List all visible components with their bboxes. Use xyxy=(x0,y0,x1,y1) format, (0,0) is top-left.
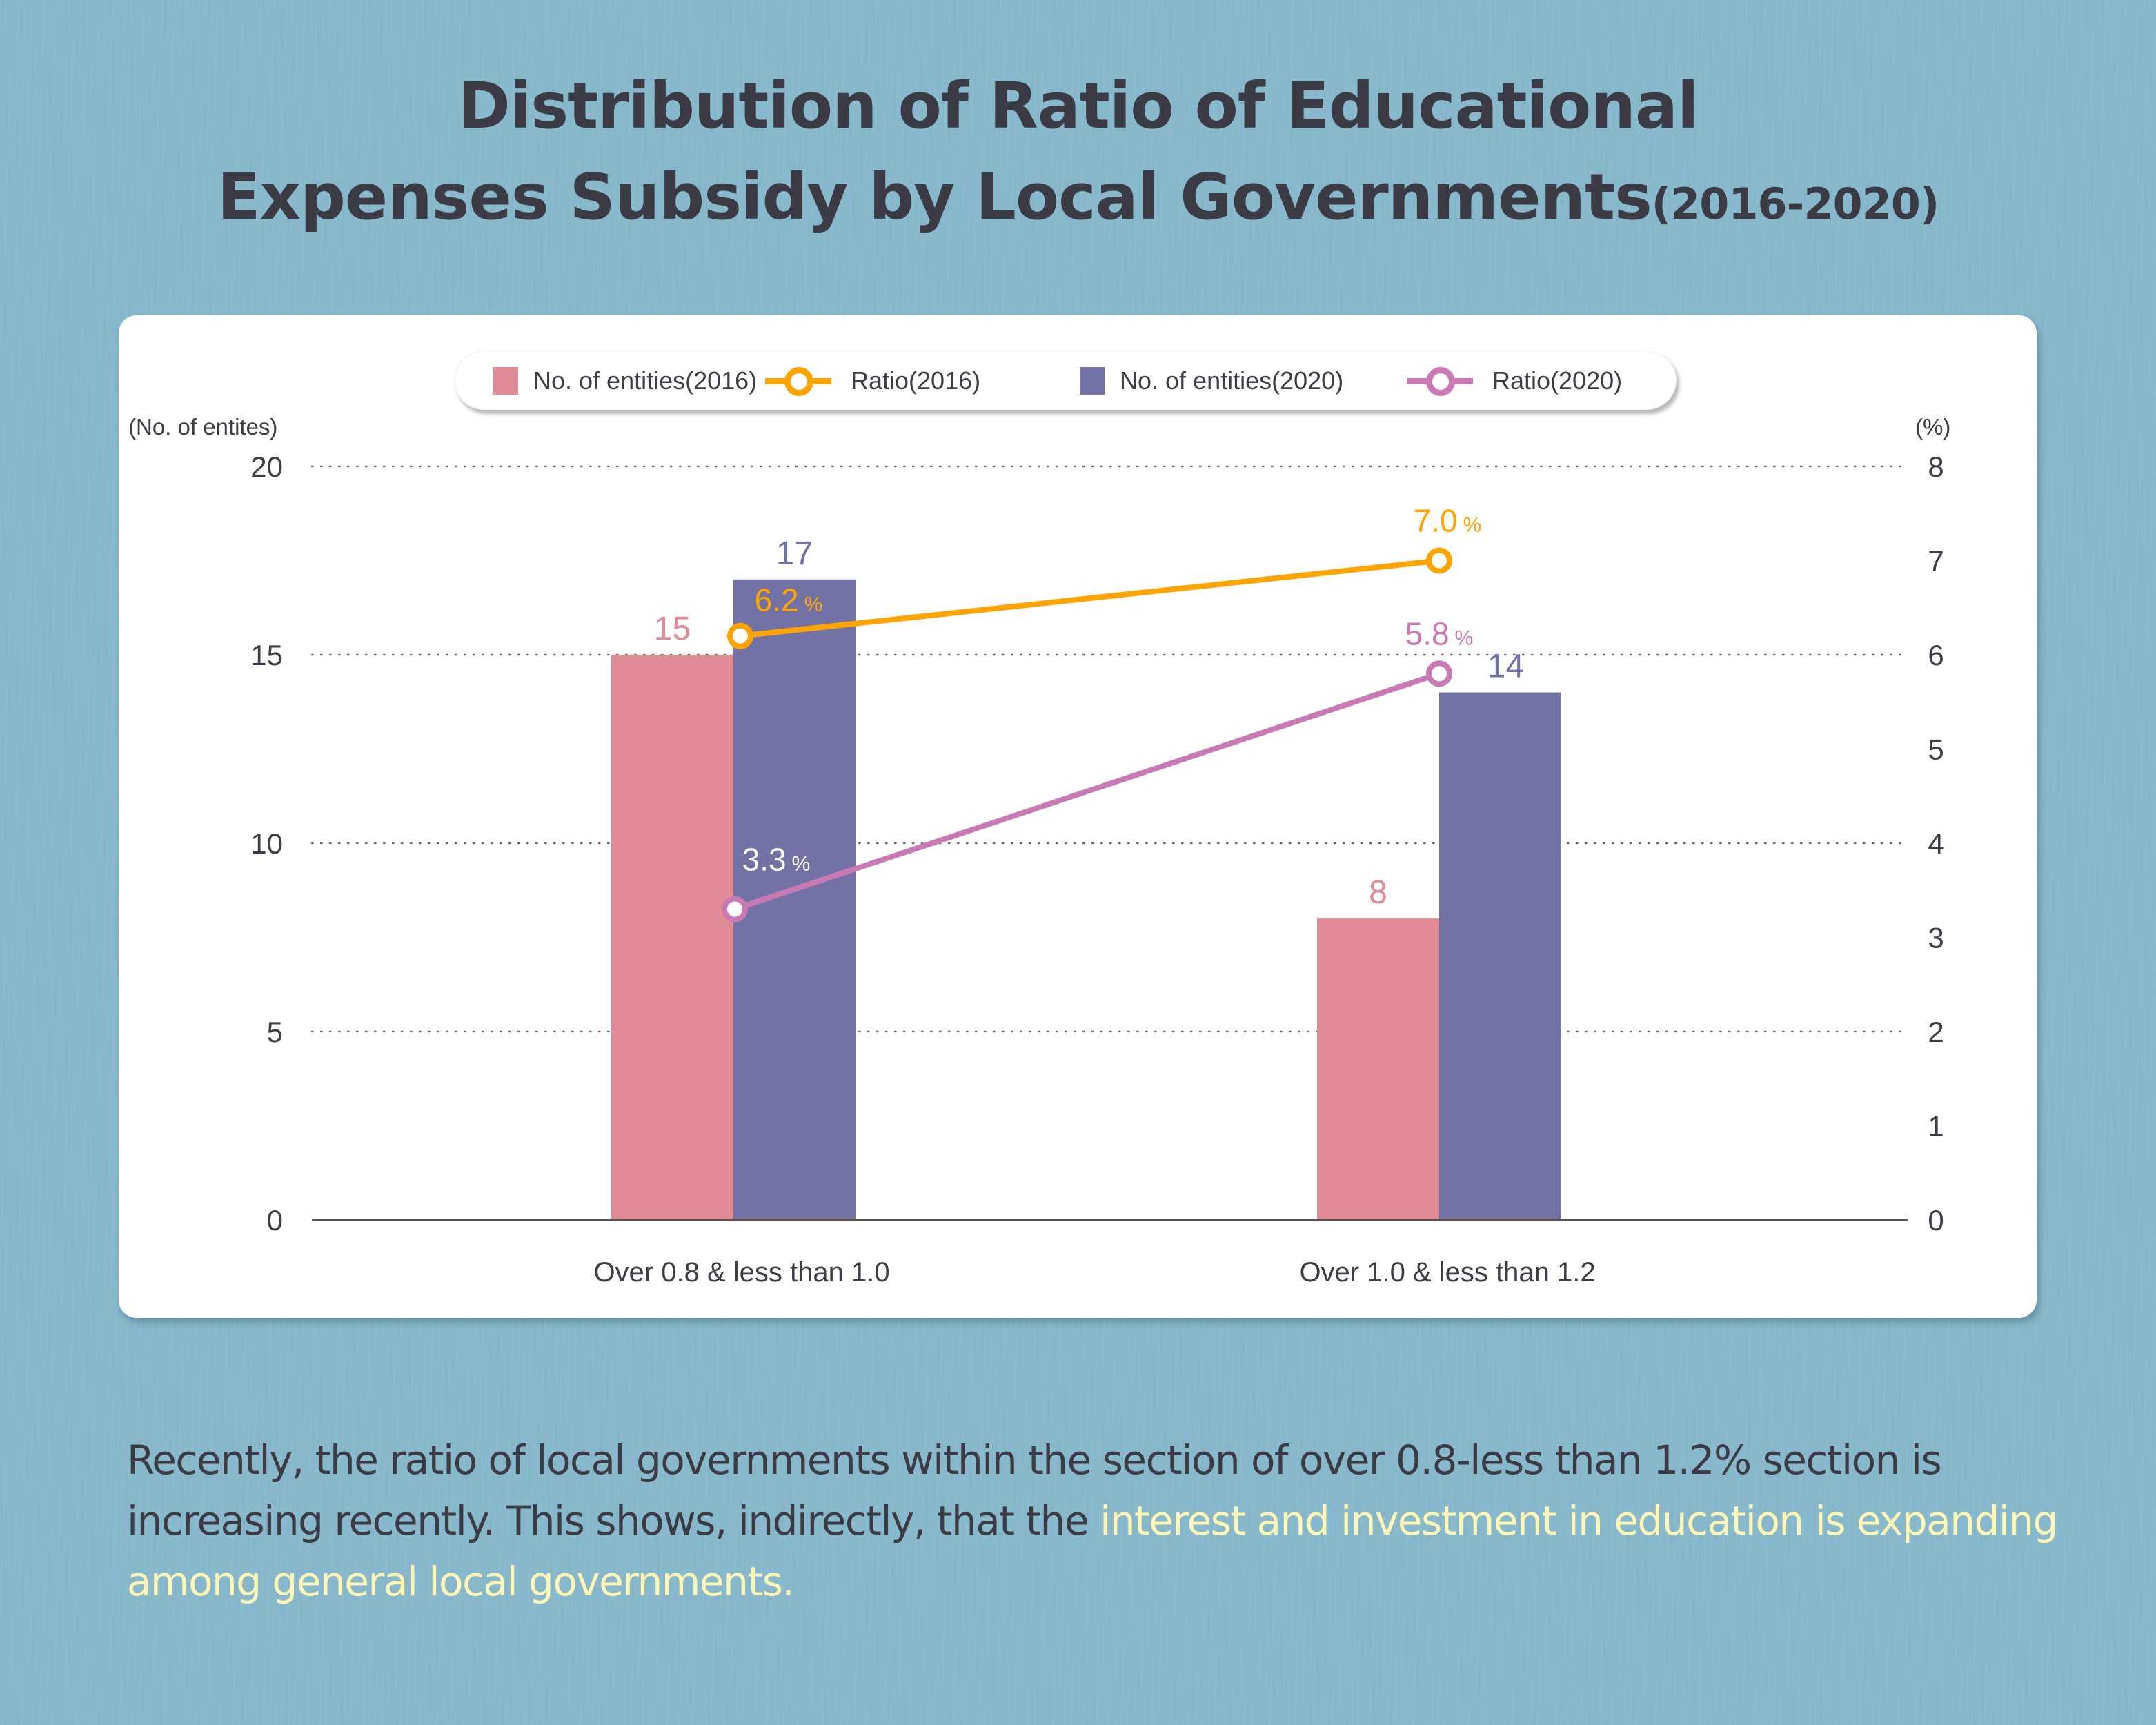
bar-value-label: 15 xyxy=(654,611,691,647)
line-value-label: 5.8% xyxy=(1405,615,1474,651)
y-right-tick-label: 7 xyxy=(1928,545,1944,578)
legend-line-marker-icon xyxy=(765,367,831,396)
line-marker xyxy=(1426,547,1452,574)
legend-item-entities-2020: No. of entities(2020) xyxy=(1080,351,1343,411)
line-value-unit: % xyxy=(1455,627,1474,649)
line-marker xyxy=(727,622,753,649)
legend-swatch-bar-icon xyxy=(1080,367,1105,395)
chart-title-line1: Distribution of Ratio of Educational xyxy=(457,69,1699,143)
y-right-tick-label: 8 xyxy=(1928,451,1944,483)
legend-item-entities-2016: No. of entities(2016) xyxy=(493,351,757,411)
summary-text: Recently, the ratio of local governments… xyxy=(127,1437,1942,1544)
bar xyxy=(1439,692,1561,1220)
line-marker xyxy=(1426,660,1452,687)
y-right-tick-label: 6 xyxy=(1928,639,1944,671)
y-left-tick-label: 15 xyxy=(250,639,283,671)
line-value-unit: % xyxy=(1463,514,1482,537)
chart-legend: No. of entities(2016) Ratio(2016) No. of… xyxy=(454,351,1677,410)
x-tick-label: Over 0.8 & less than 1.0 xyxy=(593,1257,889,1288)
y-right-tick-label: 1 xyxy=(1928,1110,1944,1143)
line-value-unit: % xyxy=(792,853,811,876)
y-left-tick-label: 5 xyxy=(267,1016,283,1048)
legend-item-ratio-2016: Ratio(2016) xyxy=(765,351,980,411)
y-left-tick-label: 20 xyxy=(250,451,283,483)
line-value-unit: % xyxy=(804,593,823,616)
bar-value-label: 17 xyxy=(776,535,813,572)
legend-label: No. of entities(2016) xyxy=(533,366,758,395)
y-right-tick-label: 2 xyxy=(1928,1016,1944,1048)
legend-label: Ratio(2016) xyxy=(851,366,981,395)
y-left-tick-label: 10 xyxy=(250,827,283,860)
chart-title-line2: Expenses Subsidy by Local Governments(20… xyxy=(0,160,2156,234)
y-right-tick-label: 5 xyxy=(1928,733,1944,766)
y-right-tick-label: 0 xyxy=(1928,1204,1944,1236)
line-value-label: 7.0% xyxy=(1414,503,1482,539)
y-left-tick-label: 0 xyxy=(267,1204,283,1236)
bar xyxy=(733,579,856,1220)
x-tick-label: Over 1.0 & less than 1.2 xyxy=(1299,1257,1595,1288)
y-right-tick-label: 4 xyxy=(1928,827,1944,860)
bar xyxy=(1317,918,1439,1220)
bar xyxy=(611,655,733,1220)
y-axis-left-title: (No. of entites) xyxy=(128,414,278,440)
legend-item-ratio-2020: Ratio(2020) xyxy=(1407,351,1622,411)
chart-title-main: Expenses Subsidy by Local Governments xyxy=(217,160,1652,234)
series-line xyxy=(733,671,1441,912)
legend-label: No. of entities(2020) xyxy=(1120,366,1344,395)
line-value-label: 6.2% xyxy=(755,582,823,618)
y-axis-right-title: (%) xyxy=(1915,414,1951,440)
bar-value-label: 14 xyxy=(1487,649,1524,685)
legend-line-marker-icon xyxy=(1407,367,1473,396)
series-line xyxy=(740,558,1440,639)
bar-value-label: 8 xyxy=(1369,874,1387,911)
chart-title-years: (2016-2020) xyxy=(1651,179,1940,229)
y-right-tick-label: 3 xyxy=(1928,922,1944,954)
line-marker xyxy=(722,896,748,923)
summary-highlight: interest and investment in education is … xyxy=(127,1497,2058,1605)
chart-card xyxy=(119,315,2037,1318)
legend-swatch-bar-icon xyxy=(493,367,518,395)
summary-note: Recently, the ratio of local governments… xyxy=(127,1430,2059,1612)
legend-label: Ratio(2020) xyxy=(1492,366,1623,395)
